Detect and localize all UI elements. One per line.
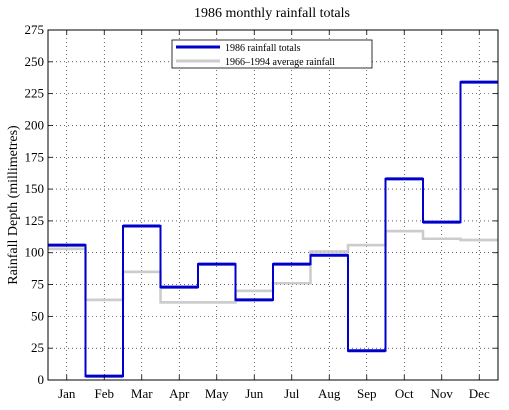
x-tick-label: Mar	[131, 386, 153, 401]
x-tick-label: Aug	[318, 386, 341, 401]
y-tick-labels: 0 25 50 75 100 125 150 175 200 225 250 275	[25, 22, 45, 387]
y-tick-label: 200	[25, 117, 45, 132]
y-tick-label: 75	[31, 277, 44, 292]
y-tick-label: 25	[31, 340, 44, 355]
plot-frame	[47, 29, 499, 381]
y-tick-label: 250	[25, 54, 45, 69]
y-tick-label: 150	[25, 181, 45, 196]
x-tick-label: Apr	[169, 386, 190, 401]
x-tick-label: Nov	[431, 386, 454, 401]
y-tick-label: 125	[25, 213, 45, 228]
plot-background	[48, 30, 498, 380]
x-tick-label: May	[205, 386, 229, 401]
chart-title: 1986 monthly rainfall totals	[194, 6, 350, 21]
x-tick-labels: Jan Feb Mar Apr May Jun Jul Aug Sep Oct Nov Dec	[58, 386, 490, 401]
tick-marks	[48, 29, 498, 381]
legend-label-average: 1966–1994 average rainfall	[225, 57, 335, 68]
x-tick-label: Feb	[95, 386, 115, 401]
x-tick-label: Jan	[58, 386, 76, 401]
x-tick-label: Dec	[469, 386, 490, 401]
y-tick-label: 225	[25, 86, 45, 101]
y-tick-label: 0	[38, 372, 45, 387]
x-tick-label: Sep	[357, 386, 377, 401]
series-line-0	[48, 81, 498, 378]
legend: 1986 rainfall totals 1966–1994 average r…	[171, 39, 373, 69]
y-tick-label: 50	[31, 308, 44, 323]
y-axis-label: Rainfall Depth (millimetres)	[6, 125, 21, 285]
y-tick-label: 175	[25, 149, 45, 164]
legend-box	[171, 39, 373, 69]
series-layer	[48, 80, 498, 378]
y-tick-label: 275	[25, 22, 45, 37]
x-tick-label: Jun	[245, 386, 264, 401]
y-tick-label: 100	[25, 245, 45, 260]
x-tick-label: Jul	[284, 386, 300, 401]
x-tick-label: Oct	[395, 386, 414, 401]
legend-label-1986: 1986 rainfall totals	[225, 43, 301, 54]
